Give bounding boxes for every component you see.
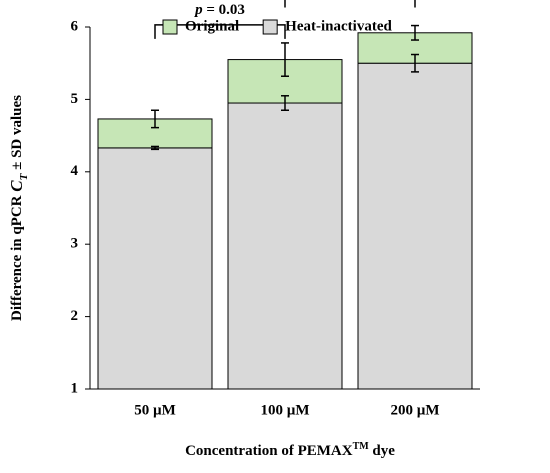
significance-bracket [284,0,416,8]
annotation: p = 0.03 [193,2,245,18]
significance-bracket [154,24,286,39]
y-label-part: Difference in qPCR [9,192,25,321]
x-tick-label: 200 µM [390,402,439,418]
y-label-sub: T [18,172,30,180]
y-axis-label: Difference in qPCR CT ± SD values [7,95,30,321]
error-bar [411,53,419,73]
error-bar [151,145,159,151]
y-tick-label: 6 [71,18,79,34]
x-label-part: Concentration of PEMAX [185,443,353,459]
error-bar [411,24,419,41]
bar-segment [97,147,213,390]
y-tick-label: 5 [71,91,79,107]
x-axis-label: Concentration of PEMAXTM dye [185,441,395,460]
legend-swatch [262,19,278,35]
annotation-var: p [193,2,203,18]
y-tick-label: 2 [71,308,79,324]
y-label-part: ± SD values [9,95,25,174]
bar-segment [357,62,473,390]
error-bar [281,95,289,112]
legend-swatch [162,19,178,35]
bar-segment [227,102,343,390]
x-tick-label: 50 µM [134,402,176,418]
x-label-sup: TM [353,441,370,452]
y-label-var: C [7,180,26,192]
x-label-part: dye [369,443,396,459]
x-tick-label: 100 µM [260,402,309,418]
error-bar [151,109,159,129]
y-tick-label: 1 [71,380,79,396]
y-tick-label: 4 [71,163,79,179]
legend-label: Original [185,18,239,34]
legend-label: Heat-inactivated [285,18,392,34]
error-bar [281,42,289,77]
annotation-text: = 0.03 [203,2,245,18]
y-tick-label: 3 [71,236,79,252]
